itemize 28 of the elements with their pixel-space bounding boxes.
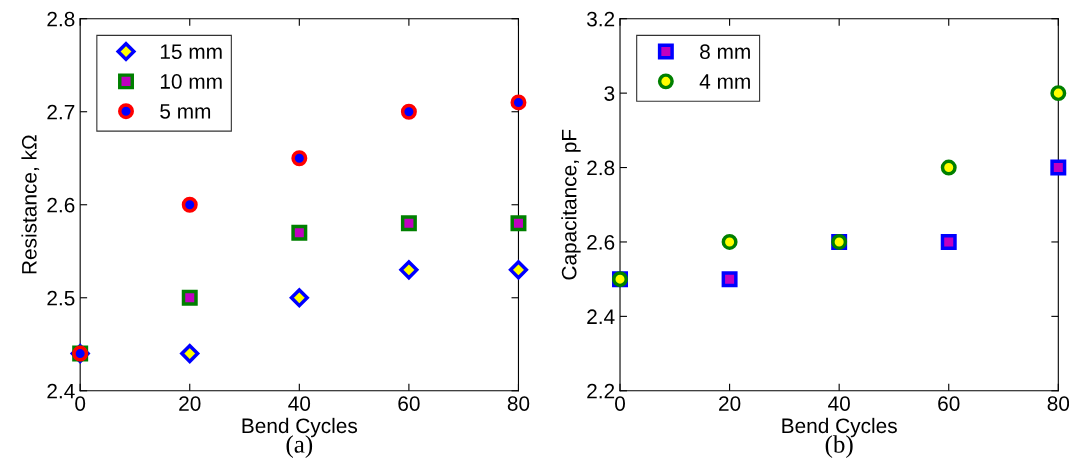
legend-label: 15 mm bbox=[160, 44, 222, 60]
y-axis-title: Resistance, kΩ bbox=[21, 135, 40, 274]
y-tick-label: 2.8 bbox=[47, 11, 75, 27]
legend-label: 4 mm bbox=[699, 74, 750, 89]
x-tick-label: 80 bbox=[507, 396, 530, 411]
x-tick-label: 0 bbox=[75, 396, 86, 411]
x-tick-label: 60 bbox=[938, 396, 960, 411]
y-tick-label: 2.7 bbox=[47, 104, 75, 120]
x-tick-label: 60 bbox=[398, 396, 420, 411]
x-tick-label: 20 bbox=[719, 396, 741, 411]
y-tick-label: 2.4 bbox=[47, 383, 75, 399]
y-tick-label: 3 bbox=[604, 86, 615, 101]
y-tick-label: 3.2 bbox=[586, 11, 615, 27]
legend-label: 5 mm bbox=[160, 104, 211, 119]
legend-label: 8 mm bbox=[700, 44, 750, 60]
y-tick-label: 2.6 bbox=[47, 197, 75, 213]
y-tick-label: 2.6 bbox=[587, 234, 615, 250]
x-tick-label: 0 bbox=[615, 396, 625, 411]
x-tick-label: 40 bbox=[288, 396, 311, 411]
x-tick-label: 80 bbox=[1047, 396, 1069, 411]
y-tick-label: 2.5 bbox=[47, 290, 75, 306]
y-tick-label: 2.8 bbox=[587, 160, 615, 176]
y-axis-title: Capacitance, pF bbox=[561, 129, 581, 280]
x-tick-label: 40 bbox=[828, 396, 850, 411]
y-tick-label: 2.2 bbox=[587, 383, 615, 399]
y-tick-label: 2.4 bbox=[587, 309, 615, 324]
x-tick-label: 20 bbox=[179, 396, 201, 411]
legend-label: 10 mm bbox=[160, 74, 222, 89]
